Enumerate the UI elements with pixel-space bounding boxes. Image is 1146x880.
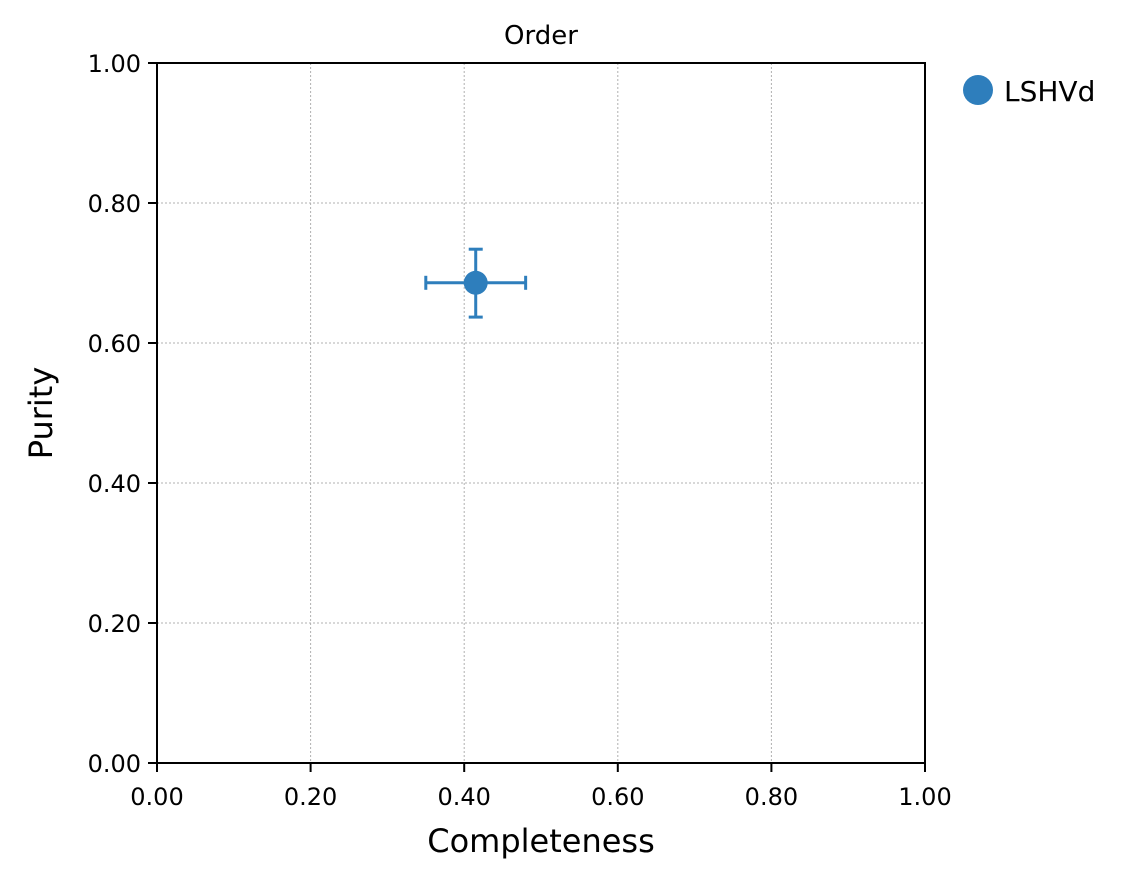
x-tick-label: 0.20 <box>284 783 337 811</box>
y-axis-title: Purity <box>22 367 60 460</box>
x-tick-label: 0.80 <box>745 783 798 811</box>
x-axis-title: Completeness <box>427 822 655 860</box>
x-tick-label: 1.00 <box>898 783 951 811</box>
legend-marker <box>963 75 993 105</box>
y-tick-label: 0.60 <box>88 330 141 358</box>
legend-label: LSHVd <box>1004 75 1095 108</box>
x-tick-label: 0.40 <box>437 783 490 811</box>
legend: LSHVd <box>963 75 1095 108</box>
chart-title: Order <box>504 21 578 51</box>
y-tick-label: 0.80 <box>88 190 141 218</box>
y-axis-ticks: 0.00 0.20 0.40 0.60 0.80 1.00 <box>88 50 157 778</box>
y-tick-label: 1.00 <box>88 50 141 78</box>
data-point <box>463 270 488 295</box>
x-axis-ticks: 0.00 0.20 0.40 0.60 0.80 1.00 <box>130 763 952 811</box>
x-tick-label: 0.00 <box>130 783 183 811</box>
y-tick-label: 0.00 <box>88 750 141 778</box>
grid <box>157 63 925 763</box>
data-marks <box>424 247 528 319</box>
y-tick-label: 0.20 <box>88 610 141 638</box>
data-point-group <box>424 247 528 319</box>
y-tick-label: 0.40 <box>88 470 141 498</box>
plot-area-frame <box>156 62 926 764</box>
x-tick-label: 0.60 <box>591 783 644 811</box>
